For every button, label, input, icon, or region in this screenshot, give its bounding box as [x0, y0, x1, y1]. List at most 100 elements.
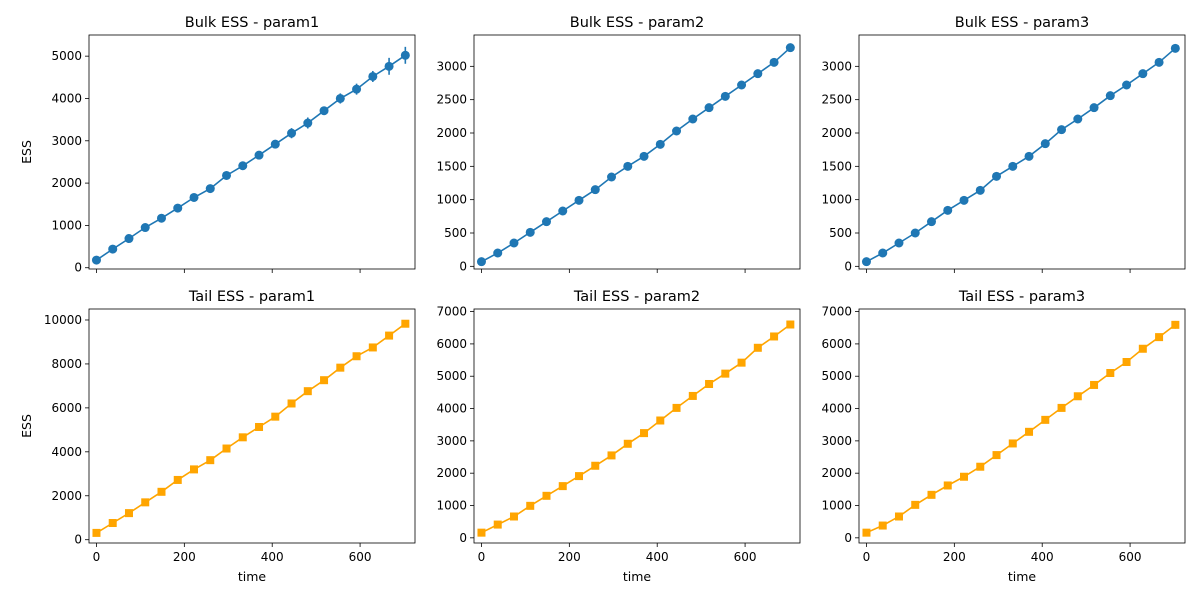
data-point [861, 257, 871, 267]
x-tick-label: 200 [558, 550, 581, 564]
data-point [975, 185, 985, 195]
y-tick-label: 4000 [51, 91, 82, 105]
data-point [385, 331, 394, 340]
data-point [352, 84, 362, 94]
x-tick-label: 400 [261, 550, 284, 564]
data-point [992, 171, 1002, 181]
data-point [1073, 392, 1082, 401]
data-point [1024, 151, 1034, 161]
x-tick-label: 200 [173, 550, 196, 564]
data-point [575, 472, 584, 481]
data-point [1106, 368, 1115, 377]
data-point [704, 103, 714, 113]
data-point [222, 444, 231, 453]
data-point [591, 461, 600, 470]
data-point [254, 150, 264, 160]
data-point [1040, 139, 1050, 149]
data-point [352, 352, 361, 361]
data-point [271, 412, 280, 421]
data-point [785, 43, 795, 53]
data-point [108, 244, 118, 254]
data-point [526, 501, 535, 510]
data-point [525, 227, 535, 237]
data-point [1122, 80, 1132, 90]
data-point [737, 80, 747, 90]
data-point [720, 91, 730, 101]
y-tick-label: 0 [459, 531, 467, 545]
data-point [1138, 69, 1148, 79]
data-point [607, 451, 616, 460]
data-point [960, 472, 969, 481]
y-tick-label: 1000 [436, 499, 467, 513]
y-tick-label: 6000 [51, 401, 82, 415]
y-tick-label: 2000 [51, 176, 82, 190]
axes-frame [473, 308, 801, 544]
data-point [1138, 344, 1147, 353]
data-point [509, 512, 518, 521]
chart-title: Tail ESS - param2 [573, 289, 700, 305]
y-tick-label: 5000 [821, 369, 852, 383]
data-point [205, 184, 215, 194]
data-point [992, 451, 1001, 460]
data-point [319, 106, 329, 116]
x-axis-label: time [238, 569, 267, 584]
data-point [91, 255, 101, 265]
data-point [558, 206, 568, 216]
x-tick-label: 400 [1031, 550, 1054, 564]
data-point [477, 528, 486, 537]
y-tick-label: 0 [74, 533, 82, 547]
axes-frame [858, 308, 1186, 544]
data-point [640, 429, 649, 438]
data-point [1073, 114, 1083, 124]
series-line [481, 323, 791, 534]
data-point [157, 487, 166, 496]
y-tick-label: 7000 [436, 305, 467, 319]
axes-frame [88, 308, 416, 544]
y-axis-label: ESS [19, 414, 34, 438]
y-tick-label: 5000 [51, 49, 82, 63]
y-tick-label: 3000 [436, 434, 467, 448]
data-point [124, 509, 133, 518]
data-point [1057, 125, 1067, 135]
data-point [108, 519, 117, 528]
data-point [1008, 161, 1018, 171]
y-tick-label: 1500 [821, 159, 852, 173]
x-tick-label: 600 [349, 550, 372, 564]
data-point [124, 234, 134, 244]
subplot-bulk-param3: 0 500 1000 1500 2000 2500 3000 Bulk ESS - param… [821, 15, 1186, 273]
data-point [287, 399, 296, 408]
subplot-tail-param2: 0 200 400 60001000200030004000500060007000T… [436, 289, 801, 584]
x-axis-label: time [1008, 569, 1037, 584]
data-point [737, 358, 746, 367]
data-point [770, 332, 779, 341]
data-point [672, 126, 682, 136]
data-point [493, 520, 502, 529]
y-tick-label: 1000 [821, 193, 852, 207]
data-point [541, 217, 551, 227]
y-tick-label: 3000 [821, 434, 852, 448]
data-point [320, 376, 329, 385]
y-tick-label: 2500 [436, 93, 467, 107]
data-point [1154, 57, 1164, 67]
data-point [1025, 427, 1034, 436]
y-tick-label: 6000 [821, 337, 852, 351]
chart-title: Bulk ESS - param1 [185, 15, 319, 31]
chart-title: Bulk ESS - param3 [955, 15, 1089, 31]
data-point [303, 387, 312, 396]
data-point [926, 217, 936, 227]
data-point [238, 433, 247, 442]
data-point [1008, 439, 1017, 448]
chart-title: Tail ESS - param1 [188, 289, 315, 305]
data-point [688, 391, 697, 400]
y-tick-label: 1000 [821, 499, 852, 513]
data-point [222, 170, 232, 180]
y-tick-label: 2000 [436, 466, 467, 480]
data-point [140, 223, 150, 233]
data-point [672, 403, 681, 412]
data-point [206, 456, 215, 465]
y-tick-label: 0 [844, 259, 852, 273]
data-point [878, 521, 887, 530]
data-point [688, 114, 698, 124]
data-point [623, 439, 632, 448]
